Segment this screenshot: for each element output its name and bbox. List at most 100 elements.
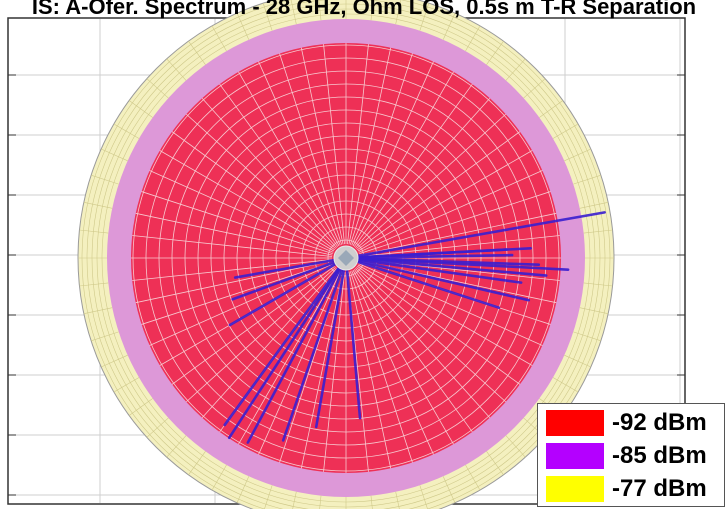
- outer-spoke: [505, 435, 526, 458]
- outer-spoke: [319, 495, 322, 509]
- grid-spoke: [356, 113, 507, 249]
- outer-spoke: [129, 398, 153, 416]
- outer-spoke: [264, 485, 273, 509]
- grid-spoke: [357, 265, 521, 385]
- outer-spoke: [370, 495, 373, 509]
- outer-spoke: [523, 78, 546, 99]
- outer-spoke: [583, 229, 613, 234]
- outer-spoke: [419, 3, 430, 31]
- grid-spoke: [357, 264, 533, 366]
- outer-spoke: [395, 491, 400, 509]
- outer-spoke: [292, 491, 297, 509]
- grid-spoke: [359, 191, 551, 255]
- ray-path: [223, 256, 348, 427]
- outer-spoke: [583, 282, 613, 287]
- grid-spoke: [219, 83, 339, 247]
- grid-spoke: [185, 267, 336, 403]
- legend-swatch-85dbm: [546, 443, 604, 469]
- outer-spoke: [113, 123, 140, 139]
- outer-spoke: [419, 485, 428, 509]
- grid-spoke: [353, 269, 473, 433]
- grid-spoke: [348, 47, 392, 245]
- outer-spoke: [188, 451, 206, 475]
- outer-spoke: [211, 25, 227, 52]
- outer-spoke: [442, 476, 456, 503]
- ray-path: [344, 256, 523, 284]
- ray-path: [281, 256, 348, 442]
- ray-path: [228, 256, 348, 327]
- grid-spoke: [279, 53, 343, 245]
- ray-paths: [223, 211, 606, 444]
- grid-spoke: [132, 235, 333, 257]
- outer-spoke: [552, 377, 579, 393]
- grid-spoke: [300, 47, 344, 245]
- grid-spoke: [258, 61, 341, 246]
- outer-spoke: [395, 0, 402, 25]
- transmitter-center: [333, 245, 359, 271]
- outer-spoke: [236, 476, 250, 503]
- grid-spoke: [323, 44, 345, 245]
- outer-spoke: [211, 464, 227, 491]
- grid-spoke: [359, 235, 560, 257]
- grid-spoke: [135, 212, 333, 256]
- outer-spoke: [91, 331, 119, 342]
- outer-spoke: [552, 123, 579, 139]
- legend-swatch-92dbm: [546, 410, 604, 436]
- legend-label-92dbm: -92 dBm: [612, 409, 707, 436]
- outer-spoke: [83, 201, 113, 209]
- ray-path: [231, 256, 348, 301]
- outer-spoke: [465, 464, 481, 491]
- grid-spoke: [258, 270, 341, 455]
- outer-spoke: [370, 0, 374, 21]
- ray-path: [227, 256, 348, 440]
- grid-spoke: [358, 263, 543, 346]
- ray-path: [344, 211, 606, 260]
- legend-label-77dbm: -77 dBm: [612, 475, 707, 502]
- outer-spoke: [236, 13, 250, 40]
- polar-grid: [78, 0, 614, 509]
- grid-spoke: [351, 270, 434, 455]
- outer-spoke: [579, 201, 609, 209]
- outer-spoke: [573, 331, 601, 342]
- outer-spoke: [188, 41, 206, 65]
- outer-spoke: [539, 100, 563, 118]
- grid-spoke: [356, 267, 507, 403]
- outer-spoke: [465, 25, 481, 52]
- ray-path: [344, 253, 514, 260]
- grid-spoke: [201, 268, 337, 419]
- grid-spoke: [238, 71, 340, 247]
- outer-spoke: [486, 41, 504, 65]
- grid-spoke: [355, 268, 491, 419]
- chart-title: IS: A-Ofer. Spectrum - 28 GHz, Ohm LOS, …: [31, 0, 697, 19]
- grid-spoke: [132, 259, 333, 281]
- outer-spoke: [146, 417, 169, 438]
- outer-spoke: [290, 0, 297, 25]
- legend-item-92dbm: -92 dBm: [538, 407, 726, 439]
- legend: -92 dBm -85 dBm -77 dBm: [537, 403, 725, 507]
- outer-spoke: [113, 377, 140, 393]
- grid-spoke: [353, 83, 473, 247]
- ray-path: [344, 256, 362, 420]
- outer-spoke: [166, 435, 187, 458]
- grid-spoke: [159, 150, 335, 252]
- outer-spoke: [318, 0, 322, 21]
- grid-spoke: [358, 170, 543, 253]
- grid-spoke: [201, 97, 337, 248]
- ray-path: [314, 256, 348, 429]
- ray-path: [246, 256, 348, 444]
- ray-path: [344, 256, 501, 309]
- outer-spoke: [262, 3, 273, 31]
- grid-spoke: [171, 131, 335, 251]
- grid-spoke: [149, 170, 334, 253]
- grid-spoke: [349, 53, 413, 245]
- grid-spoke: [357, 150, 533, 252]
- center-diamond: [338, 250, 354, 266]
- grid-spoke: [238, 269, 340, 445]
- grid-spoke: [357, 131, 521, 251]
- grid-spoke: [141, 191, 333, 255]
- ray-path: [233, 256, 348, 279]
- grid-spoke: [135, 260, 333, 304]
- grid-spoke: [149, 263, 334, 346]
- outer-spoke: [579, 307, 609, 315]
